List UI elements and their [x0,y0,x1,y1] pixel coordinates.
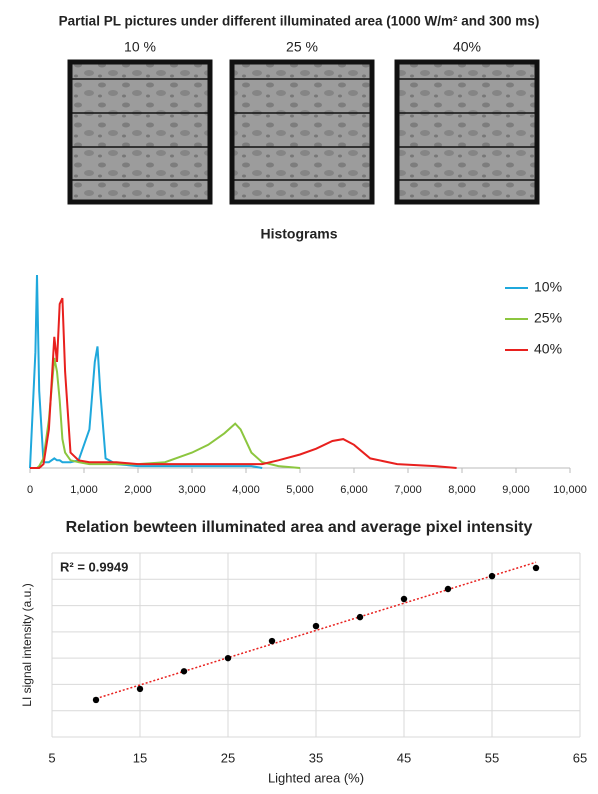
data-point [181,668,187,674]
pl-image [397,62,537,202]
data-point [225,655,231,661]
data-point [401,596,407,602]
x-tick-label: 5 [48,750,55,765]
data-point [93,697,99,703]
x-tick-label: 15 [133,750,147,765]
x-tick-label: 4,000 [232,484,260,496]
data-point [269,638,275,644]
x-tick-label: 65 [573,750,587,765]
x-tick-label: 10,000 [553,484,587,496]
x-tick-label: 35 [309,750,323,765]
x-tick-label: 8,000 [448,484,476,496]
x-tick-label: 9,000 [502,484,530,496]
figure: Partial PL pictures under different illu… [0,0,598,789]
image-label: 10 % [124,39,156,55]
x-tick-label: 5,000 [286,484,314,496]
x-tick-label: 25 [221,750,235,765]
data-point [489,573,495,579]
pl-image [232,62,372,202]
legend-label: 40% [534,341,562,357]
x-tick-label: 2,000 [124,484,152,496]
chart-title: Histograms [260,226,337,242]
x-tick-label: 1,000 [70,484,98,496]
x-tick-label: 3,000 [178,484,206,496]
image-label: 25 % [286,39,318,55]
x-axis-label: Lighted area (%) [268,770,364,785]
pl-image [70,62,210,202]
data-point [533,565,539,571]
figure-title: Partial PL pictures under different illu… [59,14,540,29]
x-tick-label: 0 [27,484,33,496]
data-point [357,614,363,620]
x-tick-label: 6,000 [340,484,368,496]
data-point [137,686,143,692]
legend-label: 10% [534,279,562,295]
x-tick-label: 45 [397,750,411,765]
y-axis-label: LI signal intensity (a.u.) [20,583,34,706]
data-point [313,623,319,629]
image-label: 40% [453,39,481,55]
r-squared: R² = 0.9949 [60,559,128,574]
page: Partial PL pictures under different illu… [0,0,598,794]
data-point [445,586,451,592]
chart-title: Relation bewteen illuminated area and av… [66,519,533,536]
legend-label: 25% [534,310,562,326]
x-tick-label: 7,000 [394,484,422,496]
pl-images [70,62,537,202]
x-tick-label: 55 [485,750,499,765]
